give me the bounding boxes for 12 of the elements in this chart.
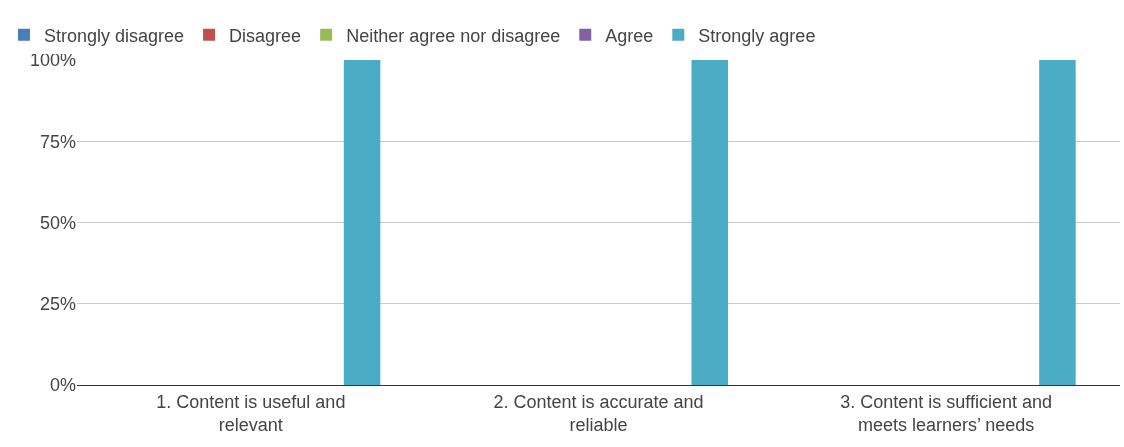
y-tick-label: 50% <box>39 212 76 233</box>
legend-label: Neither agree nor disagree <box>346 25 561 46</box>
x-tick-label: 2. Content is accurate and reliable <box>493 391 704 435</box>
x-tick-label: 1. Content is useful and relevant <box>156 391 346 435</box>
y-tick-label: 25% <box>39 294 76 315</box>
x-tick-label: 3. Content is sufficient and meets learners’ needs <box>840 391 1053 435</box>
legend-label: Disagree <box>229 25 302 46</box>
legend-label: Agree <box>605 25 654 46</box>
legend-label: Strongly agree <box>698 25 816 46</box>
y-tick-label: 0% <box>49 375 76 396</box>
y-tick-label: 75% <box>39 131 76 152</box>
legend-label: Strongly disagree <box>43 25 185 46</box>
